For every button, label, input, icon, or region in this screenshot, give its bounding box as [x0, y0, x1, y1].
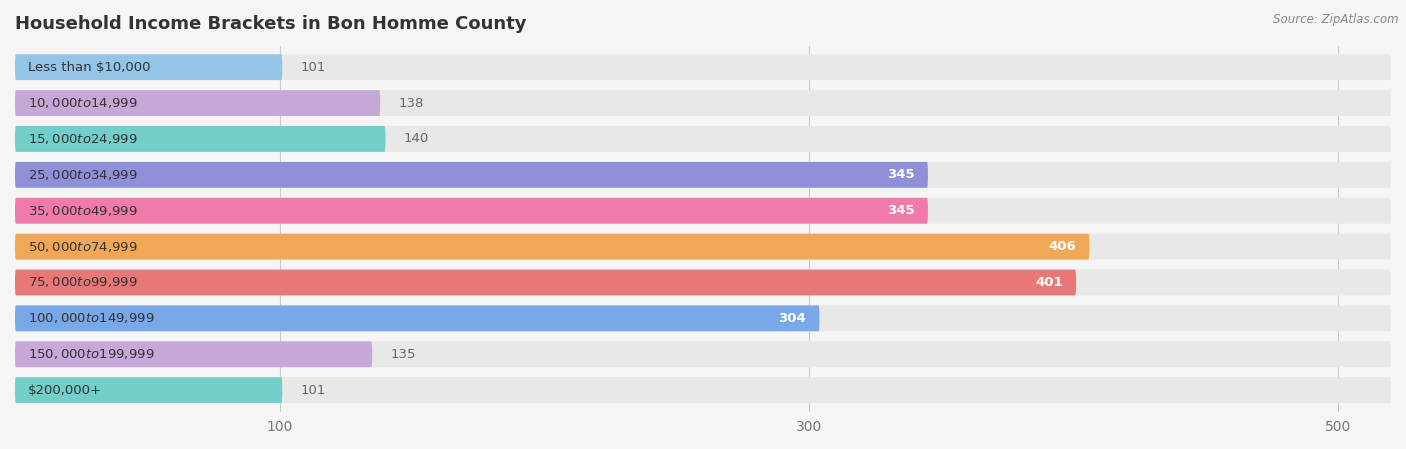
FancyBboxPatch shape [15, 269, 1076, 295]
Text: Source: ZipAtlas.com: Source: ZipAtlas.com [1274, 13, 1399, 26]
Text: 401: 401 [1035, 276, 1063, 289]
FancyBboxPatch shape [15, 233, 1090, 260]
Text: $75,000 to $99,999: $75,000 to $99,999 [28, 276, 138, 290]
Text: 101: 101 [301, 383, 326, 396]
Text: 406: 406 [1049, 240, 1076, 253]
FancyBboxPatch shape [15, 198, 928, 224]
Text: $200,000+: $200,000+ [28, 383, 103, 396]
FancyBboxPatch shape [15, 162, 1391, 188]
FancyBboxPatch shape [15, 198, 1391, 224]
Text: $50,000 to $74,999: $50,000 to $74,999 [28, 240, 138, 254]
FancyBboxPatch shape [15, 162, 928, 188]
FancyBboxPatch shape [15, 341, 1391, 367]
Text: Household Income Brackets in Bon Homme County: Household Income Brackets in Bon Homme C… [15, 15, 526, 33]
FancyBboxPatch shape [15, 377, 283, 403]
Text: $35,000 to $49,999: $35,000 to $49,999 [28, 204, 138, 218]
FancyBboxPatch shape [15, 377, 1391, 403]
Text: $10,000 to $14,999: $10,000 to $14,999 [28, 96, 138, 110]
FancyBboxPatch shape [15, 341, 373, 367]
Text: $15,000 to $24,999: $15,000 to $24,999 [28, 132, 138, 146]
Text: 140: 140 [404, 132, 429, 145]
FancyBboxPatch shape [15, 54, 1391, 80]
FancyBboxPatch shape [15, 90, 380, 116]
Text: Less than $10,000: Less than $10,000 [28, 61, 150, 74]
FancyBboxPatch shape [15, 90, 1391, 116]
FancyBboxPatch shape [15, 126, 385, 152]
FancyBboxPatch shape [15, 305, 820, 331]
FancyBboxPatch shape [15, 54, 283, 80]
FancyBboxPatch shape [15, 269, 1391, 295]
Text: $100,000 to $149,999: $100,000 to $149,999 [28, 311, 155, 326]
Text: 138: 138 [399, 97, 425, 110]
Text: $150,000 to $199,999: $150,000 to $199,999 [28, 347, 155, 361]
Text: 304: 304 [779, 312, 806, 325]
FancyBboxPatch shape [15, 233, 1391, 260]
Text: 135: 135 [391, 348, 416, 361]
FancyBboxPatch shape [15, 305, 1391, 331]
Text: 345: 345 [887, 204, 915, 217]
Text: 101: 101 [301, 61, 326, 74]
FancyBboxPatch shape [15, 126, 1391, 152]
Text: 345: 345 [887, 168, 915, 181]
Text: $25,000 to $34,999: $25,000 to $34,999 [28, 168, 138, 182]
